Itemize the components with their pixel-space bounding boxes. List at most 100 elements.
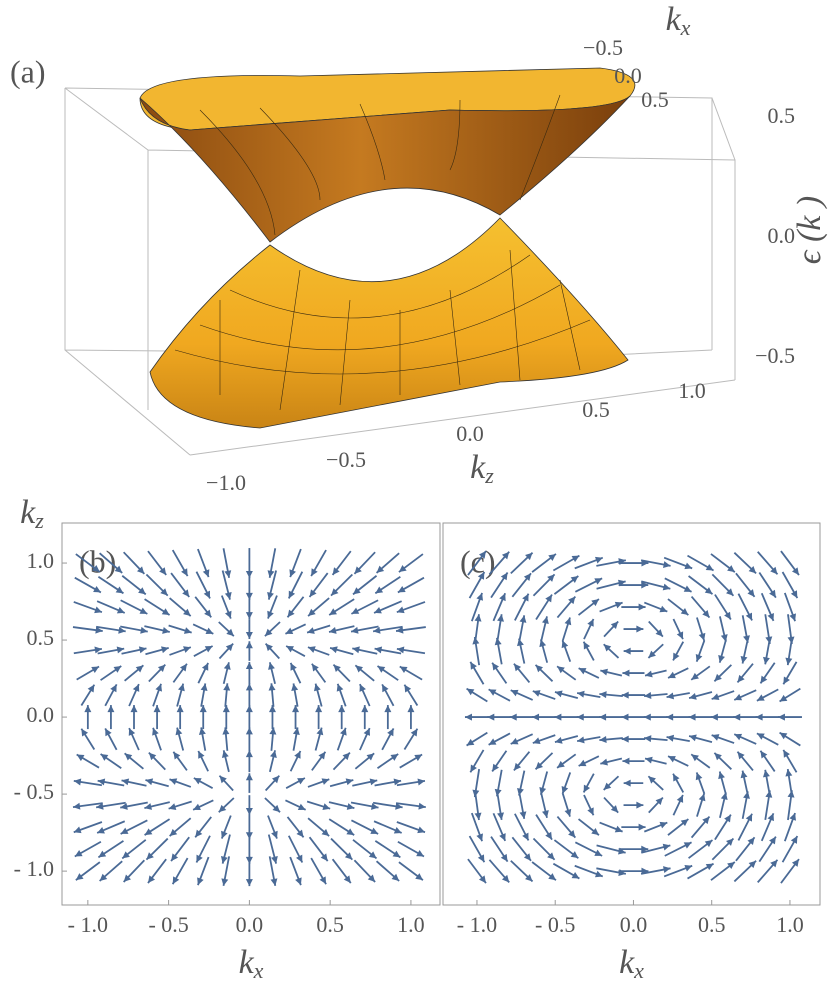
arrow-head <box>399 666 408 674</box>
field-arrow <box>758 836 777 863</box>
arrow-head <box>726 588 734 596</box>
arrow-head <box>396 626 404 634</box>
arrow-head <box>745 813 753 822</box>
field-arrow <box>147 858 167 884</box>
field-arrow <box>218 775 234 792</box>
field-arrow <box>315 705 323 730</box>
arrow-head <box>147 875 156 884</box>
field-arrow <box>373 600 403 614</box>
arrow-head <box>668 756 676 763</box>
x-tick-label: 0.0 <box>614 63 642 88</box>
field-arrow <box>534 664 554 682</box>
arrow-head <box>577 736 585 744</box>
field-arrow <box>735 572 756 598</box>
arrow-head <box>245 832 253 840</box>
arrow-head <box>497 614 505 622</box>
field-arrow <box>172 751 188 771</box>
field-arrow <box>222 548 232 578</box>
field-arrow <box>696 617 706 641</box>
arrow-head <box>636 801 644 809</box>
field-arrow <box>399 753 423 769</box>
arrow-head <box>655 797 663 806</box>
arrow-head <box>222 727 230 735</box>
field-arrow <box>782 749 798 773</box>
arrow-head <box>351 607 360 614</box>
lower-surface <box>149 217 629 429</box>
field-arrow <box>350 801 379 810</box>
field-arrow <box>467 550 487 576</box>
field-arrow <box>292 727 300 751</box>
arrow-head <box>396 606 405 614</box>
field-arrow <box>245 705 253 730</box>
arrow-head <box>638 823 646 831</box>
field-arrow <box>690 815 711 839</box>
arrow-head <box>387 728 394 737</box>
field-arrow <box>267 595 278 619</box>
field-arrow <box>574 556 604 570</box>
arrow-head <box>144 828 153 836</box>
arrow-head <box>84 705 92 713</box>
arrow-head <box>466 688 475 696</box>
field-arrow <box>621 691 646 699</box>
field-arrow <box>736 751 754 772</box>
field-arrow <box>695 772 706 795</box>
arrow-head <box>705 863 714 871</box>
field-arrow <box>107 705 115 730</box>
field-arrow <box>292 705 300 730</box>
arrow-head <box>724 611 731 620</box>
field-arrow <box>307 817 330 837</box>
field-arrow <box>268 750 277 773</box>
field-arrow <box>222 705 230 730</box>
field-arrow <box>74 840 102 858</box>
field-arrow <box>711 734 735 744</box>
field-arrow <box>719 792 728 818</box>
field-arrow <box>513 663 531 684</box>
field-arrow <box>667 818 689 836</box>
arrow-head <box>292 705 300 713</box>
arrow-head <box>644 692 652 699</box>
arrow-head <box>594 556 603 564</box>
field-arrow <box>509 713 534 721</box>
field-arrow <box>307 646 330 656</box>
arrow-head <box>384 705 392 713</box>
arrow-head <box>478 551 486 559</box>
arrow-head <box>711 693 720 701</box>
arrow-head <box>532 713 540 721</box>
panel-label: (a) <box>10 53 46 89</box>
arrow-head <box>570 575 579 584</box>
arrow-head <box>272 804 281 813</box>
arrow-head <box>390 753 399 761</box>
x-tick-label: - 1.0 <box>457 912 497 937</box>
arrow-head <box>554 690 563 698</box>
field-arrow <box>372 625 403 634</box>
field-arrow <box>168 800 192 810</box>
arrow-head <box>587 807 594 816</box>
arrow-head <box>711 734 720 741</box>
field-arrow <box>72 626 103 634</box>
field-arrow <box>374 840 401 859</box>
arrow-head <box>176 705 184 713</box>
arrow-head <box>673 773 680 782</box>
arrow-head <box>172 876 180 885</box>
arrow-head <box>737 751 745 760</box>
arrow-head <box>765 636 773 644</box>
arrow-head <box>309 589 317 598</box>
arrow-head <box>570 851 579 859</box>
field-arrow <box>672 641 685 661</box>
arrow-head <box>645 670 653 678</box>
field-arrow <box>532 734 556 745</box>
arrow-head <box>265 643 273 652</box>
x-tick-label: 0.0 <box>236 912 264 937</box>
arrow-head <box>81 728 89 737</box>
field-arrow <box>100 753 122 769</box>
field-arrow <box>195 571 211 599</box>
field-arrow <box>120 801 148 810</box>
arrow-head <box>245 856 253 864</box>
y-tick-label: 1.0 <box>678 378 706 403</box>
arrow-head <box>296 829 304 838</box>
arrow-head <box>271 830 278 839</box>
field-arrow <box>640 866 671 875</box>
arrow-head <box>198 750 205 759</box>
arrow-head <box>740 770 748 779</box>
arrow-head <box>676 794 684 803</box>
